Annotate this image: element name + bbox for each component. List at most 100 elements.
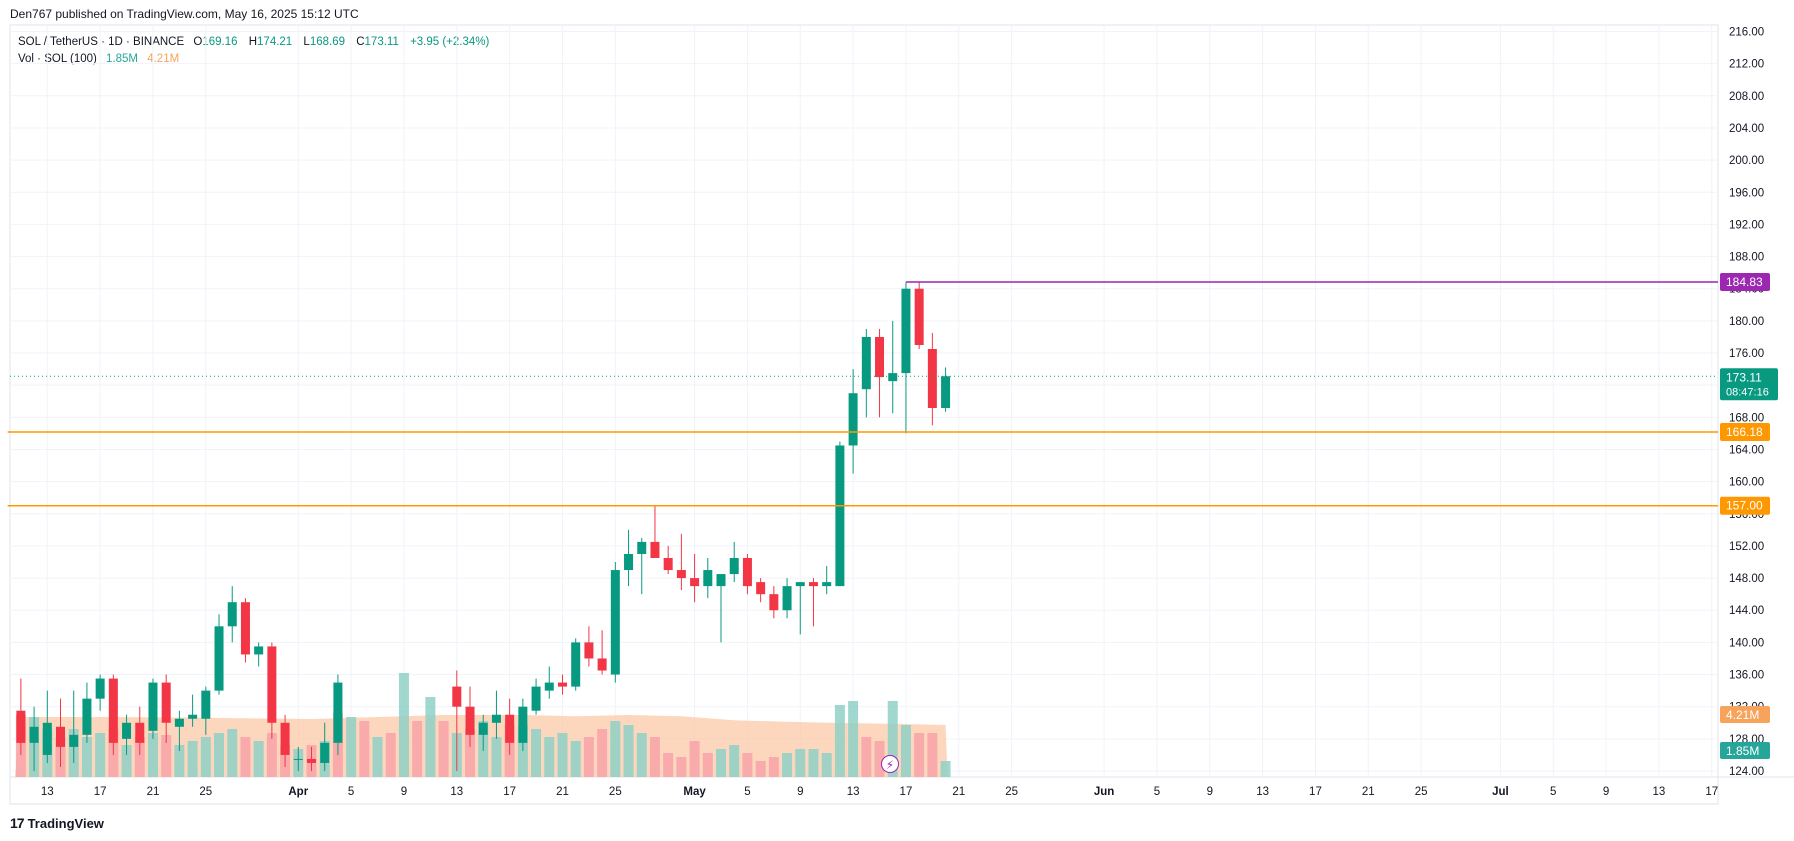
volume-bar [491,737,502,777]
candle-body [676,570,686,579]
candle-body [571,642,581,687]
candle-body [188,714,198,719]
price-tick-label: 164.00 [1729,444,1764,456]
level-price-badge [1720,496,1770,515]
volume-bar [861,737,872,777]
candle-body [518,706,528,743]
candle-body [716,574,726,587]
candle-body [135,722,145,743]
candle-body [557,682,567,687]
candle-body [452,686,462,707]
volume-bar [200,737,211,777]
volume-bar [81,737,92,777]
volume-value-badge [1720,742,1770,759]
level-price-label: 157.00 [1726,499,1763,513]
time-tick-label: 13 [847,786,860,798]
volume-bar [874,741,885,777]
candle-body [214,626,224,691]
price-tick-label: 208.00 [1729,91,1764,103]
tradingview-brand[interactable]: 17 TradingView [10,815,104,831]
candle-body [491,714,501,723]
time-tick-label: 13 [450,786,463,798]
price-tick-label: 196.00 [1729,187,1764,199]
brand-name: TradingView [27,815,104,831]
symbol-label[interactable]: SOL / TetherUS · 1D · BINANCE [18,36,185,48]
volume-bar [425,697,436,777]
volume-bar [359,721,370,777]
candle-body [795,582,805,587]
candle-body [941,376,951,409]
chart-legend: SOL / TetherUS · 1D · BINANCE O169.16 H1… [18,34,497,68]
volume-indicator-label[interactable]: Vol · SOL (100) [18,53,97,65]
volume-row: Vol · SOL (100) 1.85M 4.21M [18,51,497,68]
volume-bar [940,761,951,777]
volume-value-badge [1720,706,1770,723]
candle-body [82,698,92,735]
time-tick-label: 13 [41,786,54,798]
candle-body [703,570,713,587]
time-tick-label: 5 [1154,786,1160,798]
candle-body [16,710,26,743]
time-tick-label: 13 [1653,786,1666,798]
candle-body [531,686,541,711]
candle-body [927,349,937,409]
candle-body [637,541,647,554]
candle-body [756,582,766,595]
candle-body [161,682,171,723]
volume-bar [134,737,145,777]
volume-bar [346,717,357,777]
price-tick-label: 192.00 [1729,219,1764,231]
volume-bar [782,753,793,777]
open-key: O [193,36,203,48]
candle-body [95,678,105,699]
time-tick-label: 25 [1005,786,1018,798]
candle-body [848,393,858,446]
price-tick-label: 176.00 [1729,348,1764,360]
low-key: L [303,36,310,48]
volume-bar [240,737,251,777]
price-tick-label: 140.00 [1729,637,1764,649]
candle-body [29,726,39,743]
volume-bar [887,701,898,777]
price-tick-label: 124.00 [1729,766,1764,778]
candle-body [544,682,554,691]
volume-bar [253,741,264,777]
volume-bar [544,737,555,777]
time-tick-label: 21 [1362,786,1375,798]
price-tick-label: 188.00 [1729,252,1764,264]
volume-bar [821,753,832,777]
time-tick-label: 5 [1550,786,1556,798]
level-price-label: 184.83 [1726,275,1763,289]
time-tick-label: 13 [1256,786,1269,798]
time-tick-label: 17 [900,786,913,798]
volume-bar [689,741,700,777]
volume-bar [914,733,925,777]
ohlc-row: SOL / TetherUS · 1D · BINANCE O169.16 H1… [18,34,497,51]
level-price-badge [1720,422,1770,441]
candle-body [690,578,700,587]
volume-bar [438,721,449,777]
price-tick-label: 136.00 [1729,670,1764,682]
candle-body [148,682,158,731]
time-tick-label: 9 [1603,786,1609,798]
time-tick-label: 17 [503,786,516,798]
volume-bar [372,737,383,777]
volume-bar [636,733,647,777]
candle-body [122,722,132,739]
volume-bar [597,729,608,777]
candle-body [901,288,911,374]
time-tick-label: 17 [94,786,107,798]
volume-bar [663,753,674,777]
change-value: +3.95 (+2.34%) [410,36,490,48]
volume-value: 1.85M [106,53,139,65]
lightning-icon[interactable]: ⚡ [881,755,899,773]
last-price-label: 173.11 [1726,370,1762,384]
volume-bar [517,725,528,777]
candle-body [808,582,818,587]
volume-value-label: 4.21M [1726,708,1759,722]
candle-body [650,541,660,558]
last-price-badge [1720,368,1778,401]
countdown-label: 08:47:16 [1726,386,1769,398]
time-tick-label: 9 [797,786,803,798]
